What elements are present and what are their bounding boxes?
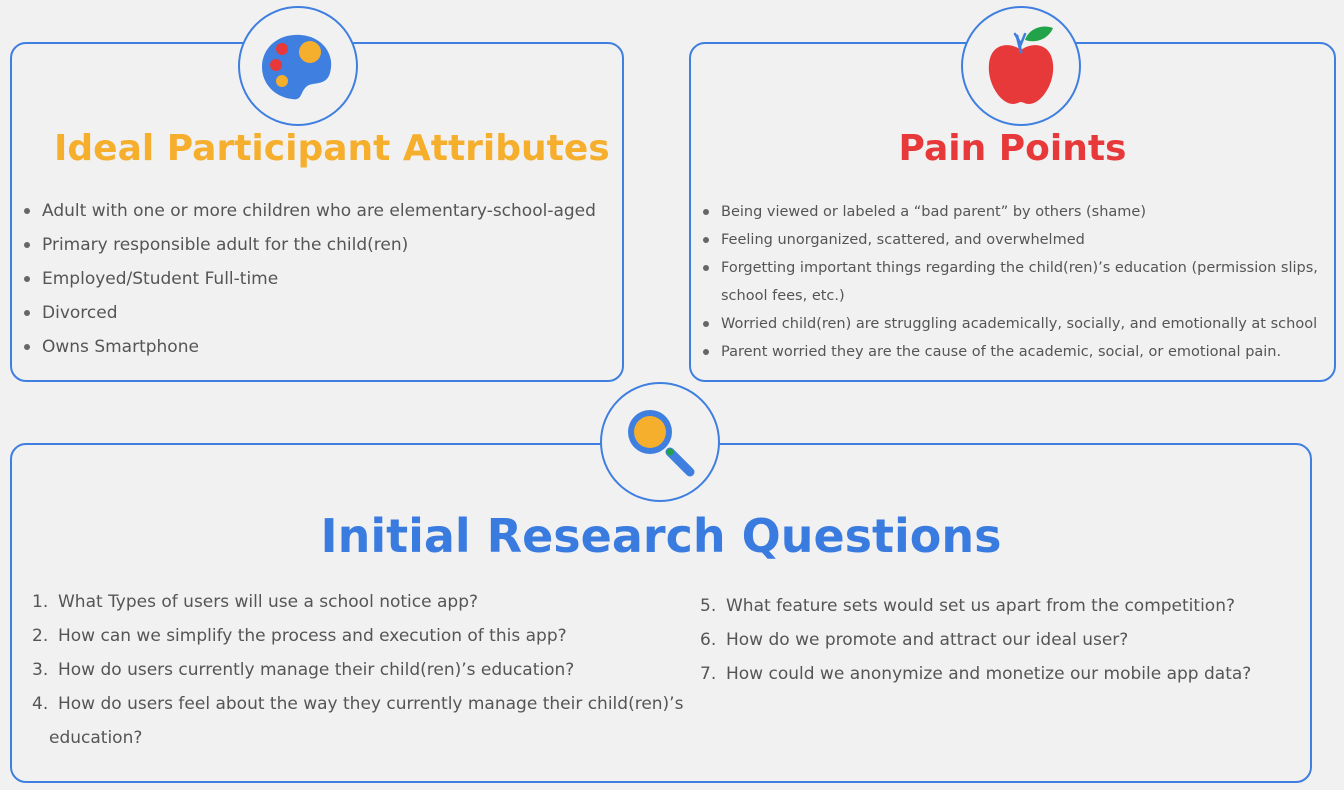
- pain-points-title: Pain Points: [898, 128, 1127, 169]
- list-item: Divorced: [22, 296, 596, 330]
- attributes-list: Adult with one or more children who are …: [22, 194, 596, 364]
- list-item: 1. What Types of users will use a school …: [32, 592, 479, 612]
- list-item: 6. How do we promote and attract our idea…: [700, 630, 1129, 650]
- pain-points-card: Pain Points Being viewed or labeled a “b…: [689, 42, 1336, 382]
- list-item: 3. How do users currently manage their ch…: [32, 660, 575, 680]
- questions-list-left: 1. What Types of users will use a school …: [32, 585, 692, 755]
- pain-points-list: Being viewed or labeled a “bad parent” b…: [701, 198, 1318, 366]
- palette-icon: [262, 34, 332, 100]
- apple-icon: [988, 26, 1054, 104]
- list-item: Parent worried they are the cause of the…: [701, 338, 1318, 366]
- list-item: 4. How do users feel about the way they c…: [32, 694, 684, 714]
- questions-list-right: 5. What feature sets would set us apart f…: [700, 589, 1300, 691]
- questions-badge: [600, 382, 720, 502]
- list-item: Forgetting important things regarding th…: [701, 254, 1318, 282]
- list-item: Being viewed or labeled a “bad parent” b…: [701, 198, 1318, 226]
- list-item: Adult with one or more children who are …: [22, 194, 596, 228]
- list-item: Employed/Student Full-time: [22, 262, 596, 296]
- list-item: Feeling unorganized, scattered, and over…: [701, 226, 1318, 254]
- pain-points-badge: [961, 6, 1081, 126]
- list-item: Owns Smartphone: [22, 330, 596, 364]
- attributes-title: Ideal Participant Attributes: [54, 128, 610, 169]
- attributes-badge: [238, 6, 358, 126]
- list-item: 5. What feature sets would set us apart f…: [700, 596, 1235, 616]
- list-item: Worried child(ren) are struggling academ…: [701, 310, 1318, 338]
- list-item: education?: [49, 728, 143, 748]
- list-item: 7. How could we anonymize and monetize ou…: [700, 664, 1252, 684]
- list-item: 2. How can we simplify the process and ex…: [32, 626, 567, 646]
- magnifier-icon: [628, 410, 695, 477]
- list-item: Primary responsible adult for the child(…: [22, 228, 596, 262]
- questions-title: Initial Research Questions: [320, 509, 1002, 563]
- list-item: school fees, etc.): [721, 288, 845, 304]
